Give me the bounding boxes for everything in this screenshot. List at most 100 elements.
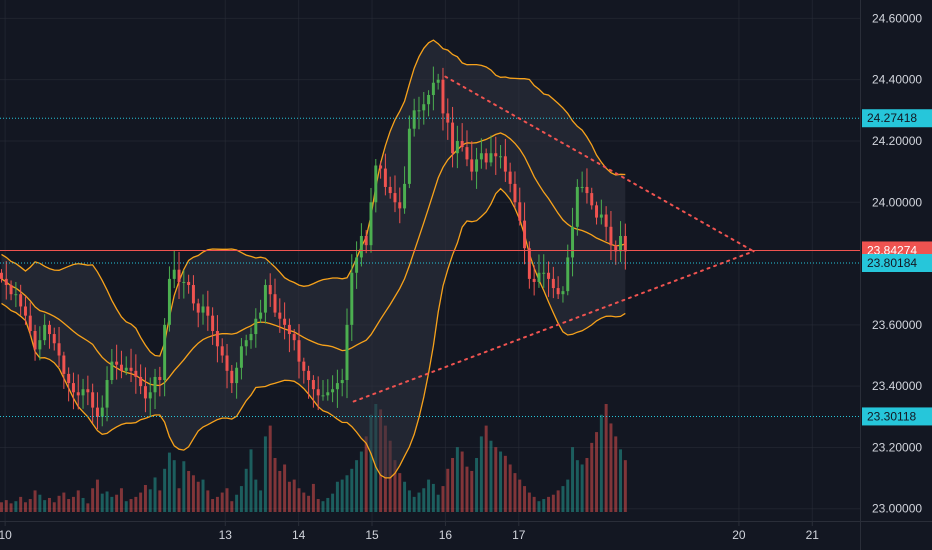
volume-bar bbox=[244, 468, 248, 512]
candle bbox=[177, 251, 181, 299]
volume-bar bbox=[307, 495, 311, 512]
candle-body bbox=[403, 183, 407, 209]
volume-bar bbox=[311, 483, 315, 512]
candle-body bbox=[43, 324, 47, 341]
candle-body bbox=[33, 330, 37, 350]
candle bbox=[201, 294, 205, 325]
candle-body bbox=[148, 392, 152, 399]
volume-bar bbox=[211, 499, 215, 512]
time-tick-label: 13 bbox=[219, 528, 233, 542]
candle bbox=[225, 343, 229, 389]
volume-bar bbox=[393, 460, 397, 512]
volume-bar bbox=[273, 458, 277, 512]
candle-body bbox=[259, 312, 263, 319]
volume-bar bbox=[350, 468, 354, 512]
candle bbox=[211, 307, 215, 345]
volume-bar bbox=[556, 490, 560, 512]
volume-bar bbox=[465, 466, 469, 512]
volume-bar bbox=[57, 495, 61, 512]
volume-bar bbox=[230, 501, 234, 512]
candle bbox=[38, 326, 42, 361]
volume-bar bbox=[446, 468, 450, 512]
candle bbox=[575, 179, 579, 236]
volume-bar bbox=[71, 496, 75, 512]
volume-bar bbox=[43, 500, 47, 512]
candle-body bbox=[518, 202, 522, 221]
time-tick-label: 15 bbox=[365, 528, 379, 542]
candle bbox=[518, 187, 522, 226]
volume-bar bbox=[604, 404, 608, 512]
candle-body bbox=[383, 168, 387, 187]
candle-body bbox=[475, 159, 479, 172]
volume-bar bbox=[527, 492, 531, 512]
candle-body bbox=[556, 288, 560, 295]
candle-body bbox=[158, 376, 162, 381]
candle bbox=[273, 278, 277, 317]
candle-body bbox=[537, 272, 541, 282]
candle-body bbox=[609, 226, 613, 246]
candle-body bbox=[249, 334, 253, 341]
volume-bar bbox=[316, 499, 320, 512]
candle-body bbox=[407, 128, 411, 184]
candle bbox=[4, 261, 8, 300]
candle bbox=[215, 315, 219, 363]
candle-body bbox=[52, 334, 56, 344]
candle bbox=[609, 210, 613, 260]
candle-body bbox=[595, 205, 599, 218]
volume-bar bbox=[590, 442, 594, 512]
candle-body bbox=[23, 306, 27, 316]
bollinger-upper-line bbox=[1, 39, 626, 357]
volume-bar bbox=[47, 497, 51, 512]
candle-body bbox=[153, 376, 157, 393]
candle bbox=[551, 266, 555, 299]
candle bbox=[489, 135, 493, 167]
candle bbox=[187, 274, 191, 294]
candle-body bbox=[599, 214, 603, 218]
candle-body bbox=[297, 340, 301, 362]
candle bbox=[331, 375, 335, 403]
candle bbox=[571, 207, 575, 277]
candle-body bbox=[163, 324, 167, 381]
candle-body bbox=[62, 355, 66, 374]
candle bbox=[475, 147, 479, 189]
volume-bar bbox=[100, 493, 104, 512]
volume-bar bbox=[239, 486, 243, 512]
candle-body bbox=[302, 361, 306, 371]
candle-body bbox=[105, 380, 109, 408]
price-axis[interactable]: 24.60000 24.40000 24.20000 24.00000 23.60000… bbox=[872, 11, 922, 515]
candle bbox=[0, 269, 3, 283]
candle-body bbox=[604, 214, 608, 227]
candle bbox=[590, 187, 594, 210]
price-level-tag: 23.30118 bbox=[862, 407, 932, 426]
volume-bar bbox=[523, 486, 527, 512]
candle-body bbox=[470, 159, 474, 172]
candle-body bbox=[292, 334, 296, 341]
candle bbox=[623, 223, 627, 270]
volume-bar bbox=[52, 502, 56, 512]
candle bbox=[542, 254, 546, 288]
volume-bar bbox=[331, 493, 335, 512]
candle-body bbox=[206, 306, 210, 316]
candle-body bbox=[119, 364, 123, 371]
candle-body bbox=[436, 79, 440, 83]
candle bbox=[71, 372, 75, 410]
candle-body bbox=[177, 269, 181, 282]
time-axis[interactable]: 10 13 14 15 16 17 20 21 bbox=[0, 521, 819, 542]
candle bbox=[139, 364, 143, 395]
candle-body bbox=[441, 79, 445, 114]
price-tick-label: 24.00000 bbox=[872, 195, 922, 209]
candle-body bbox=[143, 386, 147, 399]
volume-bar bbox=[215, 496, 219, 512]
candle-body bbox=[575, 186, 579, 227]
candle-body bbox=[86, 389, 90, 393]
price-tick-label: 23.00000 bbox=[872, 502, 922, 516]
volume-bar bbox=[91, 488, 95, 512]
candle-body bbox=[47, 324, 51, 335]
volume-bar bbox=[326, 497, 330, 512]
candle-body bbox=[513, 183, 517, 203]
candle-body bbox=[235, 367, 239, 384]
candle-body bbox=[369, 202, 373, 246]
volume-bar bbox=[460, 451, 464, 512]
